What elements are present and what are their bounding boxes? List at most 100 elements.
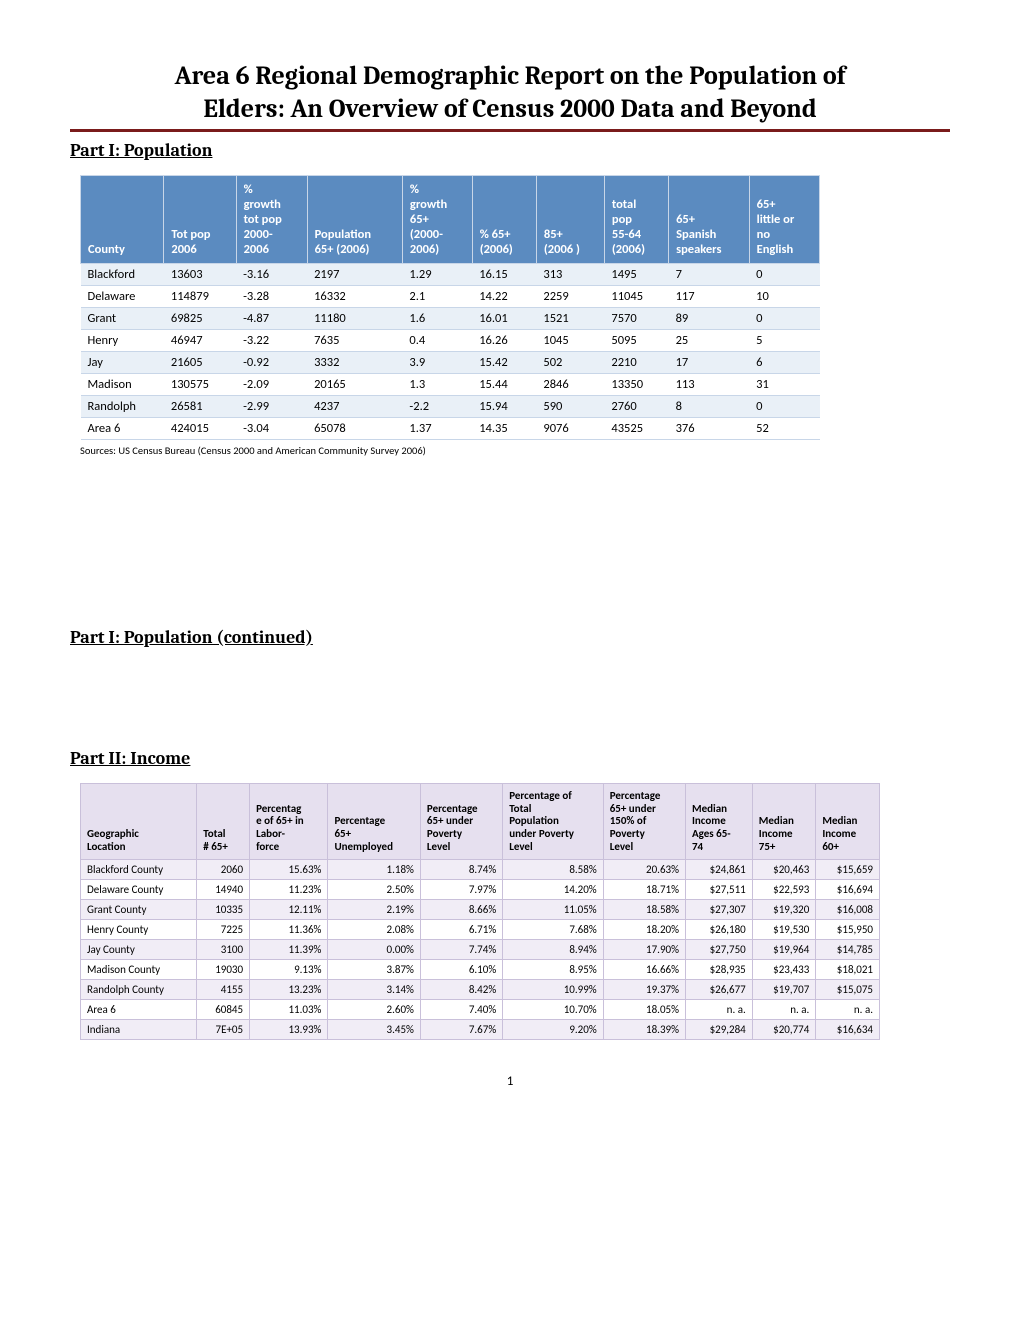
table-cell: 10.99%	[503, 980, 604, 1000]
table-cell: Delaware	[81, 286, 164, 308]
table-cell: 15.42	[472, 352, 536, 374]
table-cell: $27,750	[685, 940, 752, 960]
table-cell: 8.74%	[420, 860, 502, 880]
table-header-cell: 65+little ornoEnglish	[749, 176, 819, 264]
table-cell: 313	[536, 264, 604, 286]
table-cell: 2197	[307, 264, 402, 286]
table-cell: Grant	[81, 308, 164, 330]
table-cell: Jay	[81, 352, 164, 374]
table-cell: 8.95%	[503, 960, 604, 980]
table-cell: 1.3	[402, 374, 472, 396]
table-cell: $15,950	[816, 920, 880, 940]
table-cell: $24,861	[685, 860, 752, 880]
table-cell: 11.05%	[503, 900, 604, 920]
table-cell: 7.68%	[503, 920, 604, 940]
table-cell: $15,075	[816, 980, 880, 1000]
table-cell: $19,530	[752, 920, 816, 940]
table-row: Indiana7E+0513.93%3.45%7.67%9.20%18.39%$…	[81, 1020, 880, 1040]
table-row: Madison130575-2.09201651.315.44284613350…	[81, 374, 820, 396]
table-cell: 17.90%	[603, 940, 685, 960]
table-row: Randolph26581-2.994237-2.215.94590276080	[81, 396, 820, 418]
table-cell: 2.50%	[328, 880, 420, 900]
table-cell: 502	[536, 352, 604, 374]
table-cell: $19,707	[752, 980, 816, 1000]
title-line-2: Elders: An Overview of Census 2000 Data …	[203, 94, 816, 124]
table-cell: -3.28	[236, 286, 307, 308]
table-cell: 9076	[536, 418, 604, 440]
table-cell: 0.00%	[328, 940, 420, 960]
table-cell: $15,659	[816, 860, 880, 880]
table-cell: $28,935	[685, 960, 752, 980]
table-cell: 11.36%	[250, 920, 328, 940]
table-cell: Randolph County	[81, 980, 197, 1000]
table-cell: 2846	[536, 374, 604, 396]
page-number: 1	[70, 1074, 950, 1089]
table-cell: Delaware County	[81, 880, 197, 900]
table-cell: 7225	[197, 920, 250, 940]
table-cell: Madison	[81, 374, 164, 396]
table-cell: 14940	[197, 880, 250, 900]
table-header-cell: GeographicLocation	[81, 784, 197, 860]
table-cell: 20165	[307, 374, 402, 396]
table-cell: 7570	[604, 308, 668, 330]
table-header-cell: Population65+ (2006)	[307, 176, 402, 264]
table-cell: 6	[749, 352, 819, 374]
table-cell: 0.4	[402, 330, 472, 352]
table-cell: -4.87	[236, 308, 307, 330]
table-cell: 424015	[164, 418, 236, 440]
table-cell: 2.19%	[328, 900, 420, 920]
table-cell: 1.29	[402, 264, 472, 286]
table-cell: 19030	[197, 960, 250, 980]
table-cell: Area 6	[81, 1000, 197, 1020]
table-cell: 9.13%	[250, 960, 328, 980]
table-cell: $18,021	[816, 960, 880, 980]
sources-note: Sources: US Census Bureau (Census 2000 a…	[80, 444, 950, 457]
table-cell: Jay County	[81, 940, 197, 960]
table-cell: 8.66%	[420, 900, 502, 920]
table-cell: 5095	[604, 330, 668, 352]
table-header-cell: %growthtot pop2000-2006	[236, 176, 307, 264]
table-row: Jay21605-0.9233323.915.425022210176	[81, 352, 820, 374]
table-header-cell: Percentage of 65+ inLabor-force	[250, 784, 328, 860]
table-cell: 13603	[164, 264, 236, 286]
table-cell: 0	[749, 264, 819, 286]
table-cell: 18.39%	[603, 1020, 685, 1040]
table-cell: 11180	[307, 308, 402, 330]
table-cell: 376	[669, 418, 750, 440]
table-cell: 18.58%	[603, 900, 685, 920]
table-cell: 52	[749, 418, 819, 440]
table-cell: -3.04	[236, 418, 307, 440]
table-row: Delaware114879-3.28163322.114.2222591104…	[81, 286, 820, 308]
table-cell: Henry	[81, 330, 164, 352]
table-cell: n. a.	[752, 1000, 816, 1020]
table-cell: $27,307	[685, 900, 752, 920]
table-cell: 11.23%	[250, 880, 328, 900]
table-cell: 7635	[307, 330, 402, 352]
table-row: Randolph County415513.23%3.14%8.42%10.99…	[81, 980, 880, 1000]
section-part2: Part II: Income	[70, 748, 950, 769]
table-cell: 1.37	[402, 418, 472, 440]
table-cell: 113	[669, 374, 750, 396]
table-cell: $20,774	[752, 1020, 816, 1040]
table-header-cell: Total# 65+	[197, 784, 250, 860]
table-cell: 10335	[197, 900, 250, 920]
table-cell: 7.67%	[420, 1020, 502, 1040]
table-row: Grant County1033512.11%2.19%8.66%11.05%1…	[81, 900, 880, 920]
table-header-cell: Percentage65+ underPovertyLevel	[420, 784, 502, 860]
table-cell: 14.22	[472, 286, 536, 308]
table-cell: 2210	[604, 352, 668, 374]
table-cell: 7.74%	[420, 940, 502, 960]
table-cell: 26581	[164, 396, 236, 418]
table-cell: 13.93%	[250, 1020, 328, 1040]
table-cell: 2060	[197, 860, 250, 880]
table-cell: 10.70%	[503, 1000, 604, 1020]
table-header-cell: Percentage ofTotalPopulationunder Povert…	[503, 784, 604, 860]
table-cell: $16,008	[816, 900, 880, 920]
table-cell: $26,677	[685, 980, 752, 1000]
table-cell: 1045	[536, 330, 604, 352]
table-row: Delaware County1494011.23%2.50%7.97%14.2…	[81, 880, 880, 900]
table-cell: 20.63%	[603, 860, 685, 880]
table-cell: 8	[669, 396, 750, 418]
table-cell: 3.87%	[328, 960, 420, 980]
table-cell: 117	[669, 286, 750, 308]
